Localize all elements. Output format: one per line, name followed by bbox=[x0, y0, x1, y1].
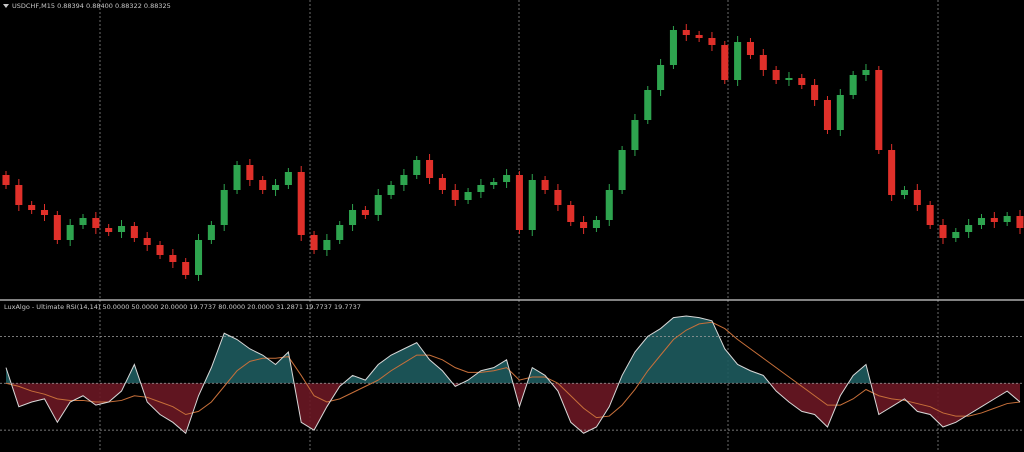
rsi-line bbox=[5, 315, 1021, 435]
candle-body bbox=[567, 205, 575, 222]
candle-body bbox=[361, 210, 369, 215]
candle-body bbox=[618, 150, 626, 190]
candle-body bbox=[284, 172, 292, 185]
candle-body bbox=[272, 185, 280, 190]
candle-body bbox=[913, 190, 921, 205]
candle-body bbox=[541, 180, 549, 190]
candle-body bbox=[605, 190, 613, 220]
symbol-menu-icon[interactable] bbox=[3, 4, 9, 8]
candle-body bbox=[592, 220, 600, 228]
candle-body bbox=[246, 165, 254, 180]
candle-body bbox=[1016, 216, 1024, 228]
candle-body bbox=[977, 218, 986, 225]
candle-body bbox=[631, 120, 639, 150]
candle-body bbox=[811, 85, 819, 100]
candle-body bbox=[580, 222, 588, 228]
candle-body bbox=[40, 210, 49, 215]
candle-body bbox=[734, 42, 742, 80]
rsi-line bbox=[5, 321, 1021, 419]
candle-body bbox=[836, 95, 844, 130]
price-title: USDCHF,M15 0.88394 0.88400 0.88322 0.883… bbox=[12, 2, 171, 10]
candle-body bbox=[143, 238, 151, 245]
candle-body bbox=[400, 175, 408, 185]
candle-body bbox=[785, 78, 793, 80]
candle-body bbox=[426, 160, 434, 178]
candle-body bbox=[669, 30, 677, 65]
candle-body bbox=[53, 215, 61, 240]
candle-body bbox=[156, 245, 164, 255]
candle-body bbox=[413, 160, 421, 175]
candle-body bbox=[708, 38, 716, 45]
candle-body bbox=[28, 205, 36, 210]
candle-body bbox=[310, 235, 318, 250]
price-pane bbox=[2, 24, 1024, 281]
candle-body bbox=[746, 42, 754, 55]
candle-body bbox=[387, 185, 395, 195]
candle-body bbox=[259, 180, 267, 190]
candle-body bbox=[477, 185, 485, 192]
candle-body bbox=[323, 240, 331, 250]
candle-body bbox=[644, 90, 652, 120]
candle-body bbox=[528, 180, 536, 230]
candle-body bbox=[503, 175, 511, 182]
candle-body bbox=[349, 210, 357, 225]
candle-body bbox=[554, 190, 562, 205]
candle-body bbox=[515, 175, 523, 230]
candle-body bbox=[105, 228, 113, 232]
candle-body bbox=[336, 225, 344, 240]
candle-body bbox=[823, 100, 831, 130]
candle-body bbox=[182, 262, 190, 275]
candle-body bbox=[130, 226, 138, 238]
candle-body bbox=[695, 35, 703, 38]
rsi-fill-below bbox=[6, 383, 1020, 434]
indicator-title: LuxAlgo - Ultimate RSI(14,14) 50.0000 50… bbox=[4, 303, 361, 311]
candle-body bbox=[759, 55, 767, 70]
candle-body bbox=[772, 70, 780, 80]
candle-body bbox=[721, 45, 729, 80]
candle-body bbox=[875, 70, 883, 150]
candle-body bbox=[451, 190, 459, 200]
candle-body bbox=[438, 178, 446, 190]
candle-body bbox=[66, 225, 74, 240]
candle-body bbox=[990, 218, 998, 222]
candle-body bbox=[374, 195, 382, 215]
candle-body bbox=[888, 150, 896, 195]
candle-body bbox=[92, 218, 100, 228]
candle-body bbox=[207, 225, 215, 240]
candle-body bbox=[220, 190, 228, 225]
candle-body bbox=[682, 30, 690, 35]
candle-body bbox=[233, 165, 241, 190]
candle-body bbox=[490, 182, 498, 185]
candle-body bbox=[939, 225, 947, 238]
candle-body bbox=[1003, 216, 1011, 222]
candle-body bbox=[15, 185, 23, 205]
candle-body bbox=[297, 172, 305, 235]
candle-body bbox=[798, 78, 806, 85]
candle-body bbox=[965, 225, 973, 232]
candle-body bbox=[657, 65, 665, 90]
candle-body bbox=[117, 226, 126, 232]
candle-body bbox=[195, 240, 203, 275]
candle-body bbox=[849, 75, 857, 95]
candle-body bbox=[464, 192, 472, 200]
candle-body bbox=[862, 70, 870, 75]
candle-body bbox=[900, 190, 909, 195]
candle-body bbox=[926, 205, 934, 225]
candle-body bbox=[169, 255, 177, 262]
rsi-fill-above bbox=[6, 316, 1020, 384]
rsi-pane bbox=[0, 315, 1024, 435]
candle-body bbox=[952, 232, 960, 238]
candle-body bbox=[2, 175, 10, 185]
candle-body bbox=[79, 218, 87, 225]
